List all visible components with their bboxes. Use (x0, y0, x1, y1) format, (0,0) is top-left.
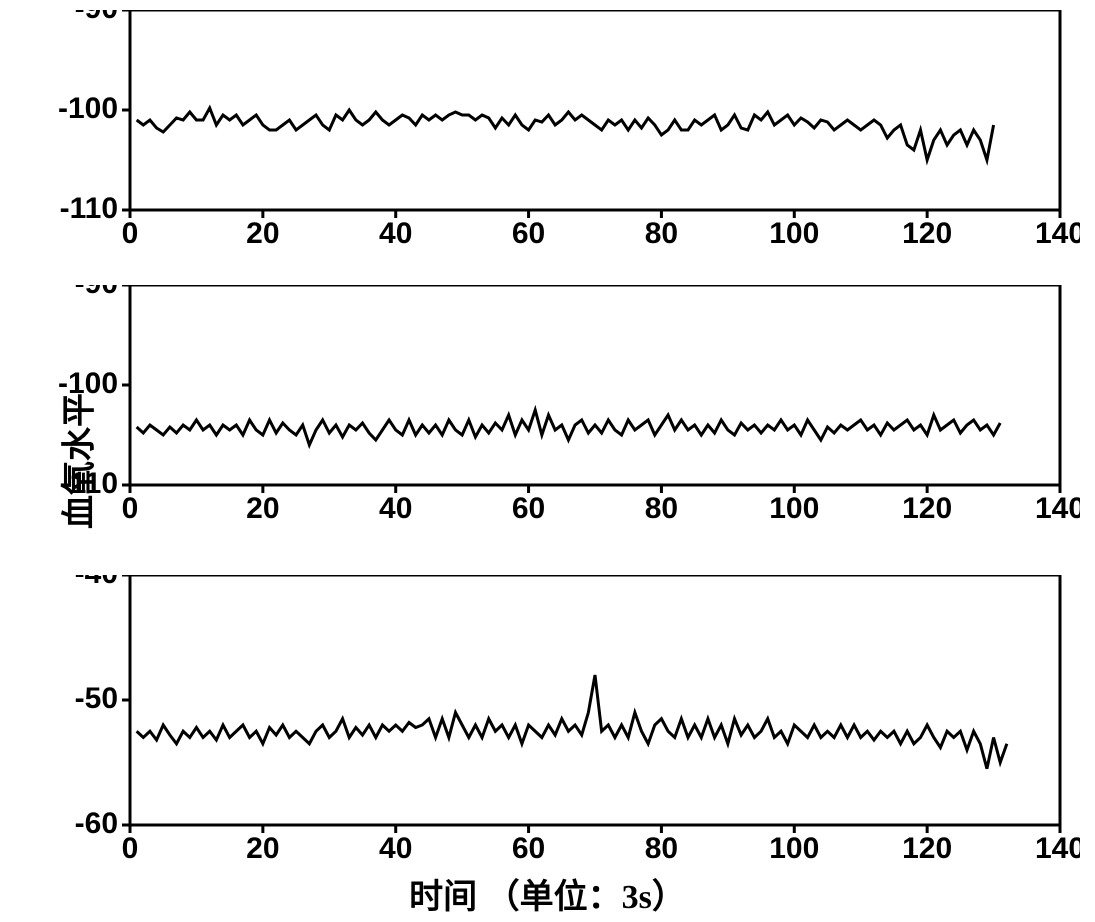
series-line (137, 675, 1007, 769)
y-tick-label: -40 (75, 575, 118, 590)
x-tick-label: 40 (379, 832, 412, 865)
y-tick-label: -50 (75, 682, 118, 715)
x-tick-label: 0 (122, 217, 139, 250)
x-tick-label: 100 (769, 492, 819, 525)
axis-box (130, 10, 1060, 210)
x-tick-label: 0 (122, 492, 139, 525)
y-tick-label: -90 (75, 10, 118, 25)
chart-panel: -110 -100 -90 0 20 40 60 80 100 120 140 (50, 285, 1080, 535)
series-line (137, 410, 1001, 445)
x-tick-label: 60 (512, 492, 545, 525)
x-tick-label: 120 (902, 217, 952, 250)
y-tick-label: -60 (75, 807, 118, 840)
x-tick-label: 120 (902, 492, 952, 525)
y-tick-label: -110 (60, 192, 118, 225)
x-tick-label: 120 (902, 832, 952, 865)
x-tick-label: 80 (645, 832, 678, 865)
axis-box (130, 285, 1060, 485)
x-tick-label: 20 (246, 832, 279, 865)
x-tick-label: 100 (769, 217, 819, 250)
x-tick-label: 60 (512, 217, 545, 250)
y-tick-label: -100 (58, 367, 118, 400)
x-tick-label: 40 (379, 492, 412, 525)
x-tick-label: 40 (379, 217, 412, 250)
x-tick-label: 60 (512, 832, 545, 865)
y-tick-label: -90 (75, 285, 118, 300)
chart-panel: -110 -100 -90 0 20 40 60 80 100 120 140 (50, 10, 1080, 260)
x-tick-label: 20 (246, 217, 279, 250)
y-tick-label: -100 (58, 92, 118, 125)
chart-panel: -60 -50 -40 0 20 40 60 80 100 120 140 (50, 575, 1080, 875)
figure: 血氧水平 时间 （单位：3s） -110-100-900204060801001… (0, 0, 1095, 922)
x-tick-label: 80 (645, 492, 678, 525)
x-tick-label: 80 (645, 217, 678, 250)
axis-box (130, 575, 1060, 825)
x-tick-label: 140 (1035, 492, 1080, 525)
x-tick-label: 140 (1035, 832, 1080, 865)
series-line (137, 108, 994, 160)
x-tick-label: 0 (122, 832, 139, 865)
x-axis-label: 时间 （单位：3s） (409, 869, 686, 918)
y-tick-label: -110 (60, 467, 118, 500)
x-tick-label: 20 (246, 492, 279, 525)
x-tick-label: 140 (1035, 217, 1080, 250)
x-tick-label: 100 (769, 832, 819, 865)
